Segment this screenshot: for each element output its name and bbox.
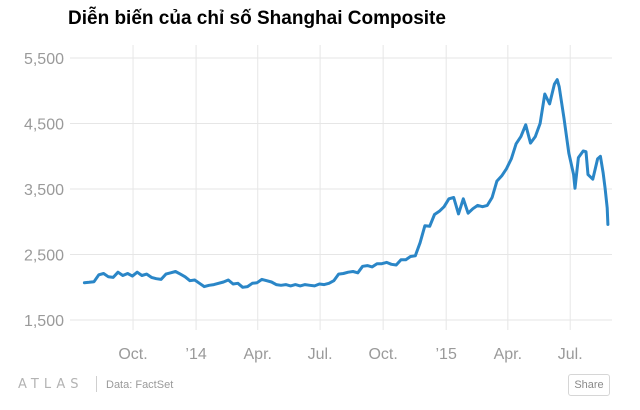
share-button[interactable]: Share [568, 374, 610, 396]
footer-divider [96, 376, 97, 392]
y-tick-label: 3,500 [24, 182, 64, 199]
x-tick-label: Oct. [368, 346, 397, 363]
chart-title: Diễn biến của chỉ số Shanghai Composite [68, 8, 446, 29]
x-axis-ticks: Oct. ’14 Apr. Jul. Oct. ’15 Apr. Jul. [118, 346, 582, 363]
x-tick-label: Apr. [494, 346, 522, 363]
line-chart: 5,500 4,500 3,500 2,500 1,500 Oct. ’14 Apr. Jul… [24, 45, 612, 363]
x-tick-label: ’14 [185, 346, 206, 363]
atlas-logo: ATLAS [18, 377, 84, 392]
y-tick-label: 2,500 [24, 248, 64, 265]
x-tick-label: Oct. [118, 346, 147, 363]
grid-lines [70, 45, 612, 330]
data-source-label: Data: FactSet [106, 379, 174, 391]
y-tick-label: 1,500 [24, 313, 64, 330]
y-tick-label: 5,500 [24, 51, 64, 68]
x-tick-label: ’15 [435, 346, 456, 363]
series-line [82, 78, 610, 289]
y-axis-ticks: 5,500 4,500 3,500 2,500 1,500 [24, 51, 64, 330]
y-tick-label: 4,500 [24, 117, 64, 134]
x-tick-label: Jul. [308, 346, 333, 363]
x-tick-label: Jul. [558, 346, 583, 363]
x-tick-label: Apr. [244, 346, 272, 363]
